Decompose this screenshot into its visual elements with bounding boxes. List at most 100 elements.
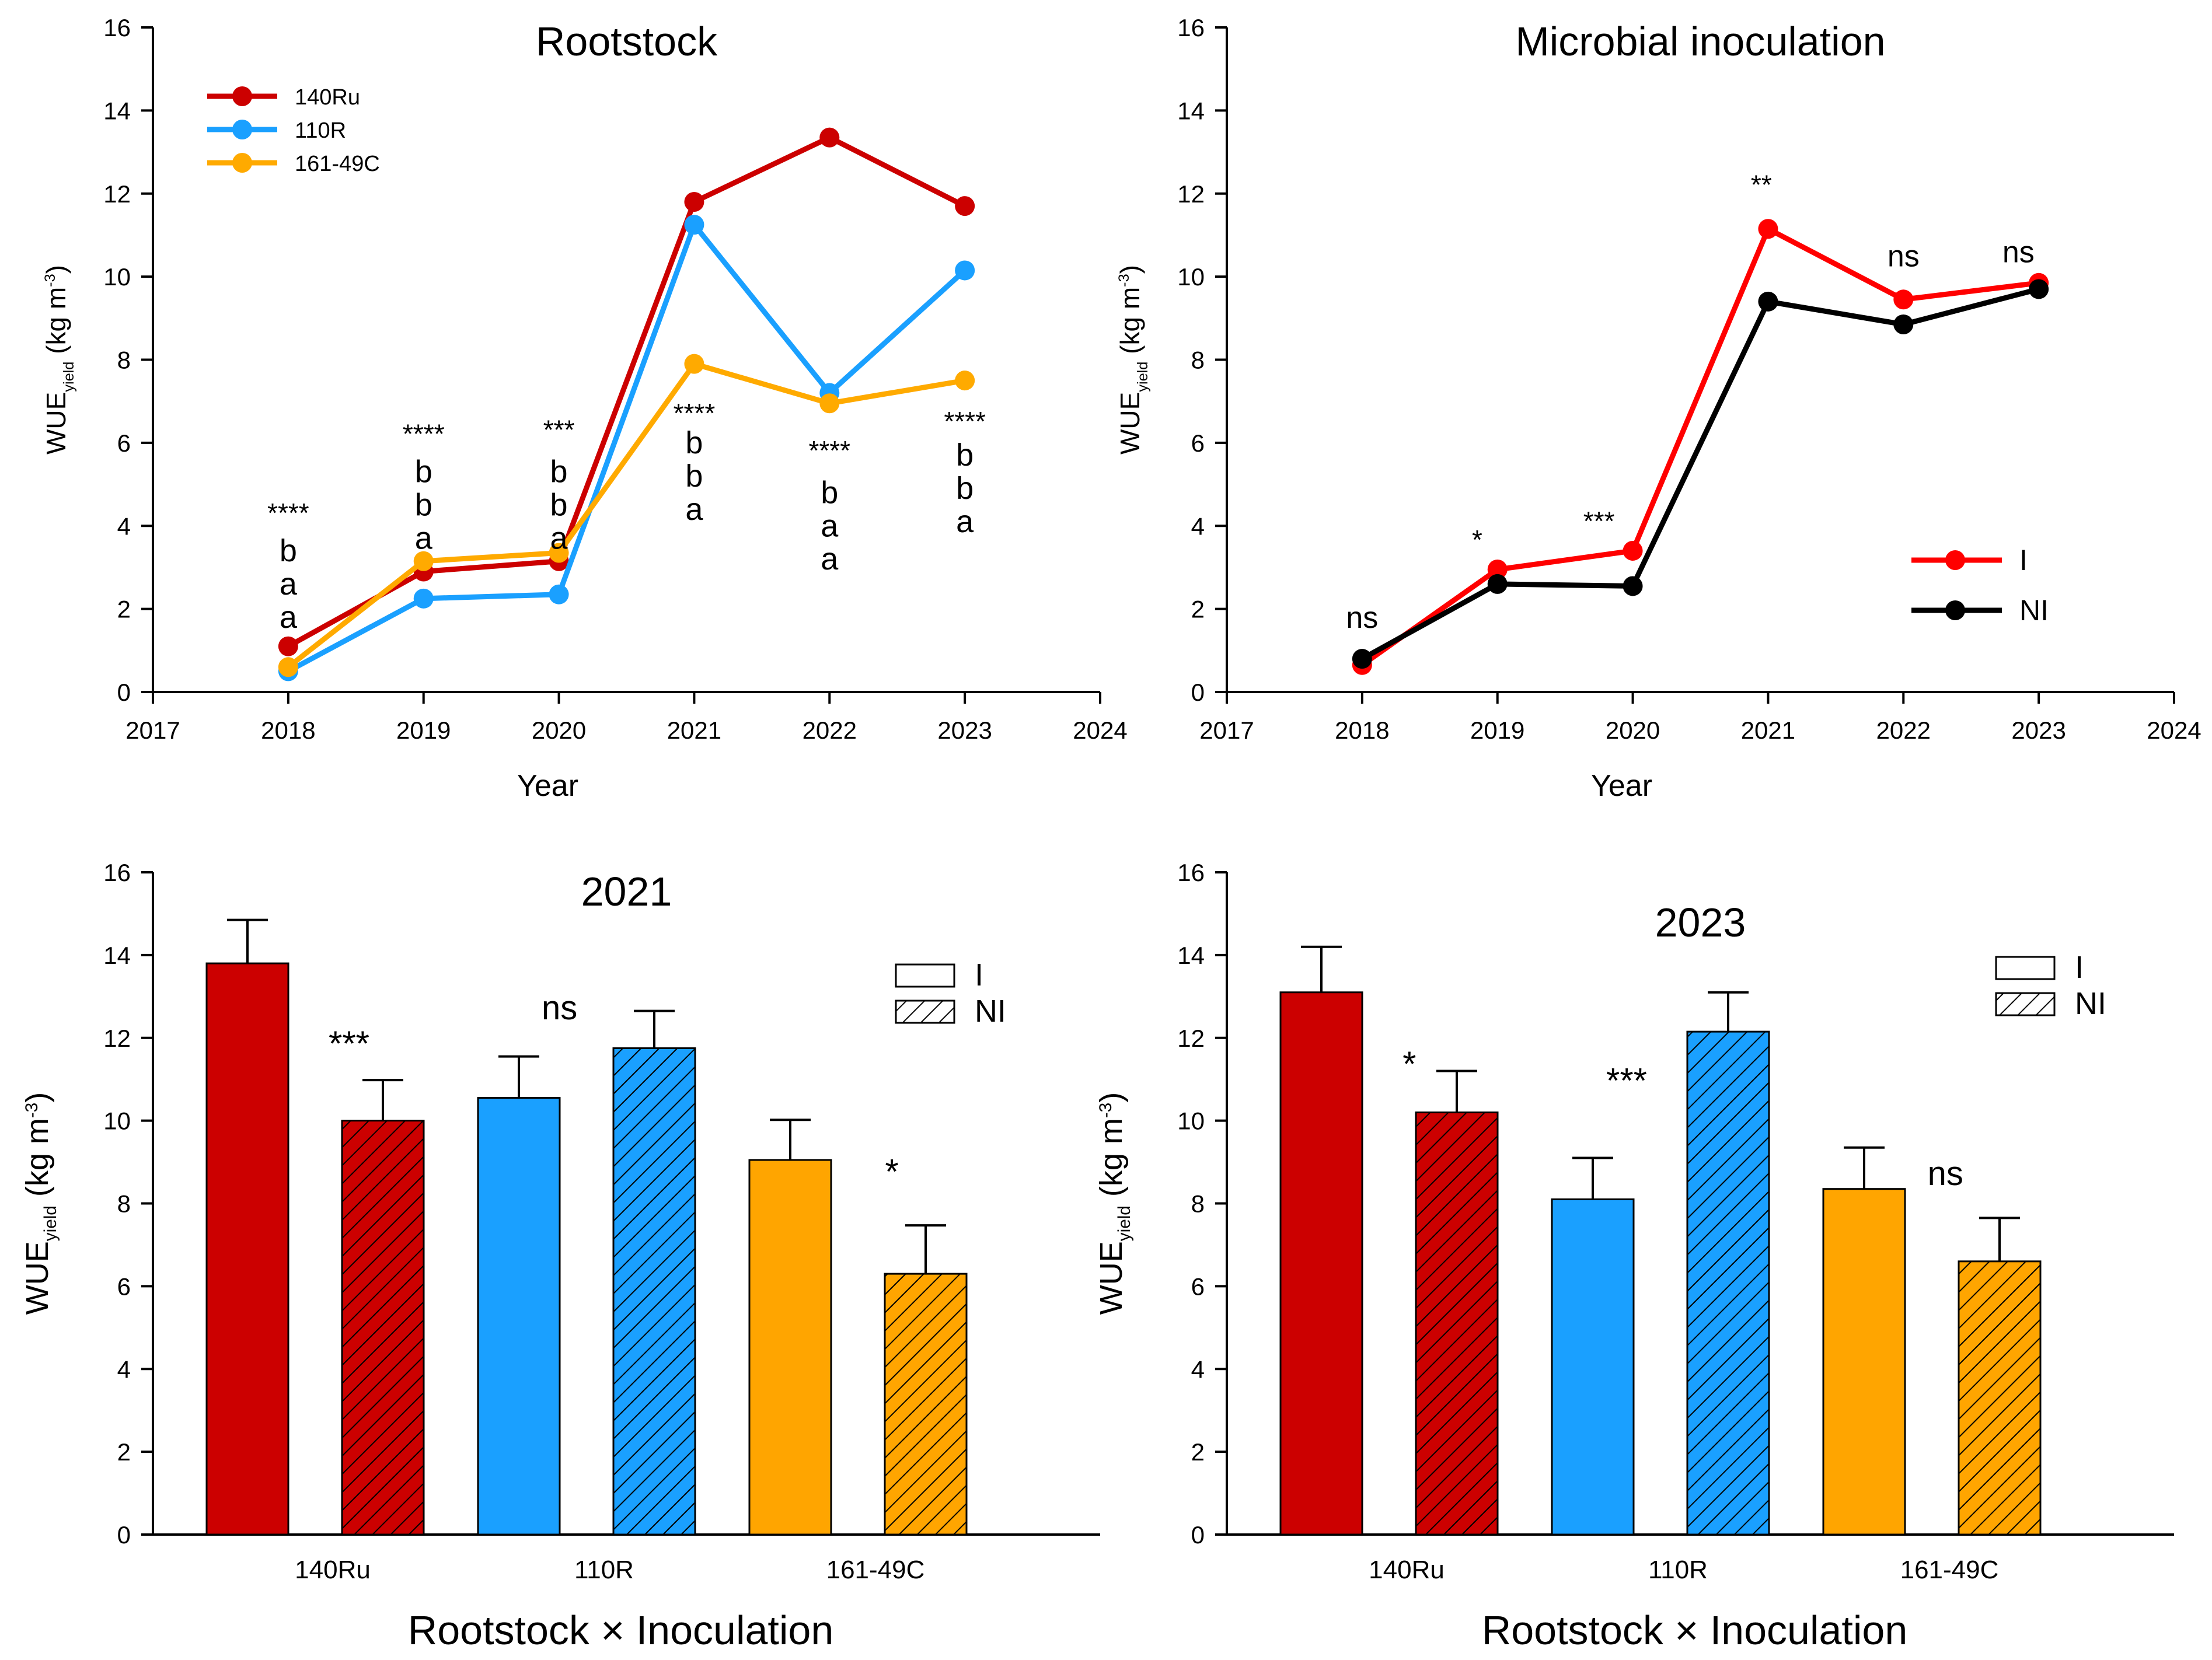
inoculation-point-NI [1487,574,1508,594]
bar2021-y-tick-label: 14 [103,942,131,969]
inoculation-y-tick-label: 14 [1177,97,1205,124]
inoculation-series-line-NI [1360,286,2040,661]
bar2023-bar-140Ru-I [1279,991,1363,1536]
bar2023-bar-110R-NI [1686,1030,1770,1536]
inoculation-annotation: * [1472,525,1482,555]
bar2021-bar-161-49C-I [748,1159,832,1536]
bar2021-bar-140Ru-I [205,962,289,1536]
bar2021-x-tick-label: 140Ru [295,1556,371,1584]
bar2023-legend-label: NI [2075,986,2106,1021]
rootstock-legend-label: 110R [295,118,346,143]
bar2021-significance-label: *** [329,1024,369,1063]
rootstock-annotation: b [956,438,974,473]
inoculation-point-I [1758,219,1778,239]
bar2021-y-tick-label: 0 [117,1521,131,1549]
bar2021-legend-swatch-I [895,963,955,988]
rootstock-annotation: **** [808,435,850,466]
rootstock-x-tick-label: 2018 [261,717,315,744]
rootstock-annotation: **** [944,406,986,436]
rootstock-point-161-49C [413,551,434,571]
bar2023-bar-110R-I [1551,1198,1635,1536]
bar2021-x-tick-label: 161-49C [826,1556,925,1584]
rootstock-legend-marker [232,120,252,139]
inoculation-x-tick-label: 2019 [1470,717,1524,744]
bar2021-significance-label: ns [542,989,577,1027]
rootstock-annotation: **** [674,398,716,428]
rootstock-y-tick-label: 8 [117,347,131,374]
rootstock-annotation: a [280,600,298,635]
rootstock-y-tick-label: 14 [103,97,131,124]
bar2023-y-tick-label: 4 [1191,1355,1205,1383]
rootstock-x-tick-label: 2021 [667,717,721,744]
bar2023-y-tick-label: 16 [1177,859,1205,886]
rootstock-annotation: *** [543,414,575,445]
rootstock-y-tick-label: 12 [103,180,131,208]
bar2023-x-tick-label: 110R [1648,1556,1708,1584]
bar2023-bar-161-49C-I [1822,1188,1906,1536]
inoculation-legend-marker [1945,600,1965,620]
bar2021-y-tick-label: 2 [117,1438,131,1466]
bar2023-x-tick-label: 161-49C [1900,1556,1999,1584]
rootstock-series-line-140Ru [287,134,967,649]
bar2023-y-tick-label: 6 [1191,1273,1205,1300]
inoculation-point-I [1487,559,1508,579]
bar2021-x-axis-title: Rootstock × Inoculation [408,1607,834,1653]
bar2021-legend-label: NI [975,994,1006,1029]
inoculation-point-I [1623,540,1643,561]
inoculation-annotation: ns [2002,235,2035,269]
rootstock-line-chart: 0 2 4 6 8 10 12 14 16 2017 2018 2019 2020 2021 2022 202… [41,14,1128,803]
rootstock-legend-marker [232,86,252,106]
rootstock-point-161-49C [549,543,569,563]
bar2021-x-tick-label: 110R [574,1556,634,1584]
rootstock-annotation: a [415,521,433,556]
rootstock-point-110R [413,588,434,609]
rootstock-series-line-110R [287,219,967,674]
inoculation-line-chart: 0 2 4 6 8 10 12 14 16 2017 2018 2019 2020 2021 2022 202… [1115,14,2201,803]
bar2021-bar-161-49C-NI [884,1273,968,1536]
inoculation-point-NI [1352,649,1372,669]
inoculation-y-tick-label: 6 [1191,429,1205,457]
rootstock-annotation: b [685,425,703,460]
bar2023-legend-label: I [2075,950,2084,985]
inoculation-legend-marker [1945,550,1965,570]
inoculation-point-NI [1893,314,1914,334]
inoculation-y-tick-label: 8 [1191,347,1205,374]
rootstock-annotation: b [415,455,432,490]
rootstock-annotation: a [685,492,703,527]
bar2021-y-tick-label: 12 [103,1025,131,1052]
rootstock-y-tick-label: 16 [103,14,131,41]
rootstock-point-140Ru [278,636,298,656]
inoculation-series-line-I [1360,225,2039,668]
bar2021-bar-110R-I [477,1097,561,1536]
inoculation-legend-label: NI [2019,594,2049,627]
rootstock-annotation: b [685,459,703,494]
rootstock-annotation: **** [267,498,309,528]
inoculation-point-NI [1623,576,1643,596]
inoculation-point-NI [1758,291,1778,312]
inoculation-x-tick-label: 2024 [2147,717,2201,744]
rootstock-legend-marker [232,153,252,173]
bar2021-legend-label: I [975,957,983,992]
bar2021-significance-label: * [885,1152,898,1191]
bar2023-bar-140Ru-NI [1415,1111,1499,1536]
inoculation-x-tick-label: 2018 [1335,717,1389,744]
inoculation-x-tick-label: 2021 [1741,717,1795,744]
rootstock-x-axis-title: Year [517,769,578,803]
rootstock-series-line-161-49C [287,361,965,669]
rootstock-x-tick-label: 2023 [937,717,992,744]
rootstock-point-140Ru [819,127,840,148]
rootstock-annotation: a [280,567,298,602]
bar2021-y-tick-label: 6 [117,1273,131,1300]
rootstock-annotation: **** [403,419,445,449]
bar2023-legend-swatch-NI [1995,992,2056,1016]
bar2023-y-tick-label: 0 [1191,1521,1205,1549]
rootstock-y-tick-label: 6 [117,429,131,457]
bar2023-x-tick-label: 140Ru [1369,1556,1445,1584]
rootstock-annotation: b [415,488,432,523]
rootstock-annotation: b [550,488,568,523]
rootstock-title: Rootstock [536,19,718,64]
bar2023-y-tick-label: 12 [1177,1025,1205,1052]
inoculation-y-tick-label: 12 [1177,180,1205,208]
inoculation-legend-label: I [2019,544,2028,576]
inoculation-y-tick-label: 4 [1191,512,1205,540]
